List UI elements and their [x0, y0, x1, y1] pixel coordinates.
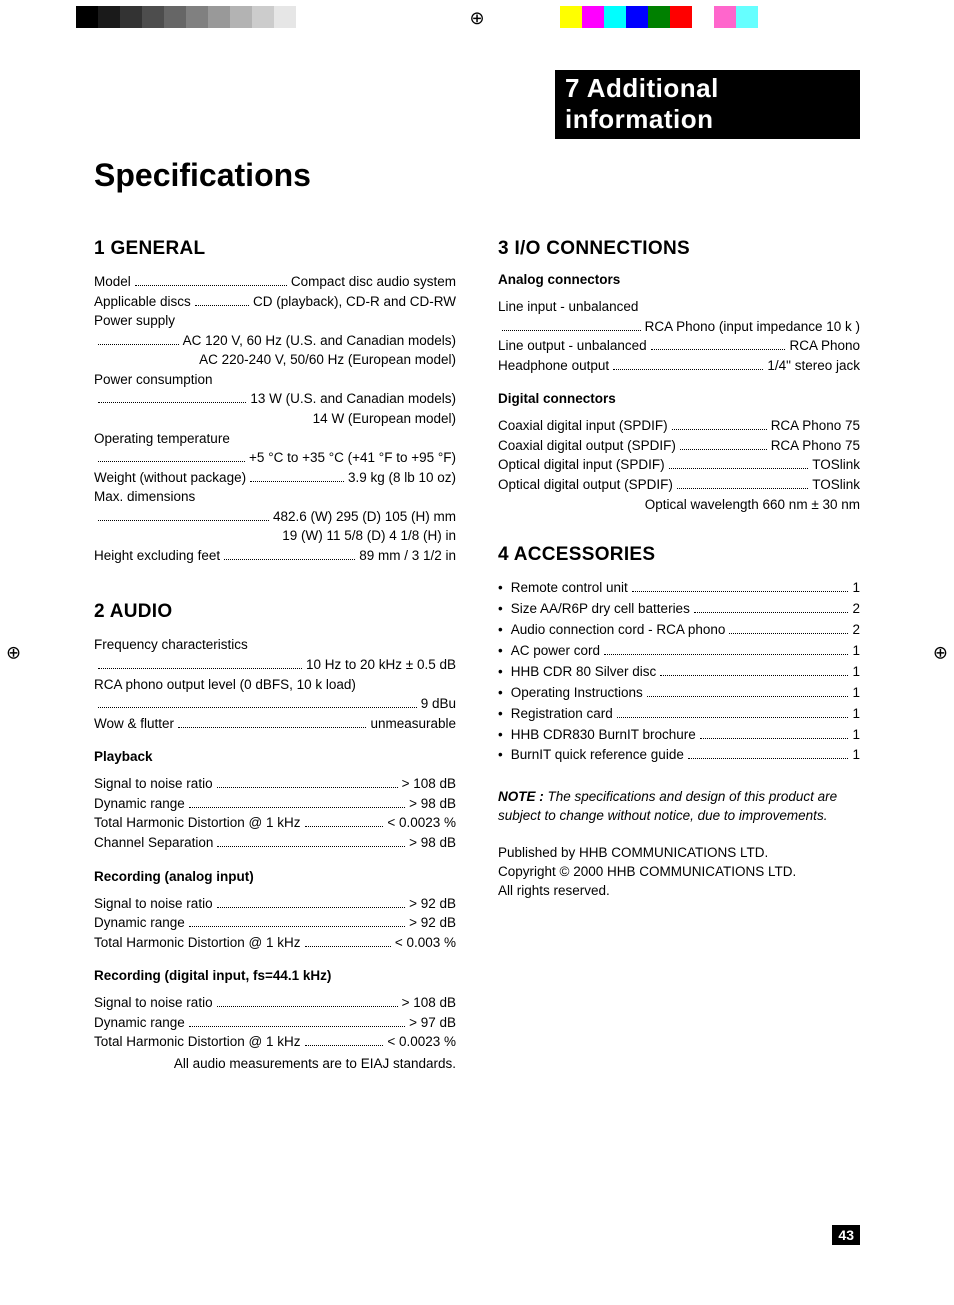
spec-row: AC 120 V, 60 Hz (U.S. and Canadian model…: [94, 331, 456, 351]
registration-mark-icon: ⊕: [933, 642, 948, 663]
note-text: The specifications and design of this pr…: [498, 789, 837, 823]
spec-label-only: Operating temperature: [94, 429, 456, 449]
spec-row: 482.6 (W) 295 (D) 105 (H) mm: [94, 507, 456, 527]
spec-row: Weight (without package)3.9 kg (8 lb 10 …: [94, 468, 456, 488]
color-swatches: [560, 6, 758, 28]
spec-row: 9 dBu: [94, 694, 456, 714]
spec-row: Total Harmonic Distortion @ 1 kHz< 0.003…: [94, 933, 456, 953]
spec-label-only: Line input - unbalanced: [498, 297, 860, 317]
spec-row: Headphone output1/4" stereo jack: [498, 356, 860, 376]
accessory-item: Remote control unit1: [498, 578, 860, 599]
accessory-item: AC power cord1: [498, 641, 860, 662]
section-io-title: 3 I/O CONNECTIONS: [498, 238, 860, 260]
page-number: 43: [832, 1225, 860, 1245]
spec-label-only: Max. dimensions: [94, 487, 456, 507]
accessory-item: HHB CDR830 BurnIT brochure1: [498, 725, 860, 746]
spec-row: Total Harmonic Distortion @ 1 kHz< 0.002…: [94, 1032, 456, 1052]
publisher-paragraph: Published by HHB COMMUNICATIONS LTD.Copy…: [498, 844, 860, 901]
registration-mark-icon: ⊕: [6, 642, 21, 663]
accessory-item: Registration card1: [498, 704, 860, 725]
audio-footnote: All audio measurements are to EIAJ stand…: [94, 1054, 456, 1074]
rec-digital-subtitle: Recording (digital input, fs=44.1 kHz): [94, 968, 456, 983]
spec-row: Signal to noise ratio> 92 dB: [94, 894, 456, 914]
spec-row: Dynamic range> 98 dB: [94, 794, 456, 814]
spec-row: Applicable discsCD (playback), CD-R and …: [94, 292, 456, 312]
digital-subtitle: Digital connectors: [498, 391, 860, 406]
general-specs: ModelCompact disc audio systemApplicable…: [94, 272, 456, 565]
rec-analog-subtitle: Recording (analog input): [94, 869, 456, 884]
spec-continuation: AC 220-240 V, 50/60 Hz (European model): [94, 350, 456, 370]
accessory-item: Size AA/R6P dry cell batteries2: [498, 599, 860, 620]
grayscale-swatches: [76, 6, 318, 28]
spec-row: Wow & flutterunmeasurable: [94, 714, 456, 734]
rec-digital-specs: Signal to noise ratio> 108 dBDynamic ran…: [94, 993, 456, 1052]
registration-mark-icon: ⊕: [469, 8, 484, 29]
rec-analog-specs: Signal to noise ratio> 92 dBDynamic rang…: [94, 894, 456, 953]
playback-subtitle: Playback: [94, 749, 456, 764]
spec-label-only: Power consumption: [94, 370, 456, 390]
spec-row: Dynamic range> 97 dB: [94, 1013, 456, 1033]
spec-row: Dynamic range> 92 dB: [94, 913, 456, 933]
accessory-item: Audio connection cord - RCA phono2: [498, 620, 860, 641]
io-digital-specs: Coaxial digital input (SPDIF)RCA Phono 7…: [498, 416, 860, 514]
spec-row: ModelCompact disc audio system: [94, 272, 456, 292]
section-general-title: 1 GENERAL: [94, 238, 456, 260]
spec-label-only: RCA phono output level (0 dBFS, 10 k loa…: [94, 675, 456, 695]
section-accessories-title: 4 ACCESSORIES: [498, 544, 860, 566]
page-content: 7 Additional information Specifications …: [94, 70, 860, 1245]
note-paragraph: NOTE : The specifications and design of …: [498, 788, 860, 826]
spec-continuation: 19 (W) 11 5/8 (D) 4 1/8 (H) in: [94, 526, 456, 546]
spec-row: RCA Phono (input impedance 10 k ): [498, 317, 860, 337]
right-column: 3 I/O CONNECTIONS Analog connectors Line…: [498, 218, 860, 1073]
spec-row: 10 Hz to 20 kHz ± 0.5 dB: [94, 655, 456, 675]
spec-row: Total Harmonic Distortion @ 1 kHz< 0.002…: [94, 813, 456, 833]
spec-row: Coaxial digital input (SPDIF)RCA Phono 7…: [498, 416, 860, 436]
spec-continuation: Optical wavelength 660 nm ± 30 nm: [498, 495, 860, 515]
page-title: Specifications: [94, 157, 860, 194]
spec-row: Optical digital output (SPDIF)TOSlink: [498, 475, 860, 495]
accessory-item: BurnIT quick reference guide1: [498, 745, 860, 766]
spec-row: Signal to noise ratio> 108 dB: [94, 993, 456, 1013]
spec-label-only: Frequency characteristics: [94, 635, 456, 655]
spec-row: +5 °C to +35 °C (+41 °F to +95 °F): [94, 448, 456, 468]
accessory-item: Operating Instructions1: [498, 683, 860, 704]
spec-row: Coaxial digital output (SPDIF)RCA Phono …: [498, 436, 860, 456]
spec-row: Optical digital input (SPDIF)TOSlink: [498, 455, 860, 475]
io-analog-specs: Line input - unbalancedRCA Phono (input …: [498, 297, 860, 375]
spec-row: 13 W (U.S. and Canadian models): [94, 389, 456, 409]
spec-row: Signal to noise ratio> 108 dB: [94, 774, 456, 794]
accessories-list: Remote control unit1Size AA/R6P dry cell…: [498, 578, 860, 766]
chapter-header: 7 Additional information: [555, 70, 860, 139]
note-label: NOTE :: [498, 789, 544, 804]
spec-label-only: Power supply: [94, 311, 456, 331]
analog-subtitle: Analog connectors: [498, 272, 860, 287]
spec-row: Line output - unbalancedRCA Phono: [498, 336, 860, 356]
section-audio-title: 2 AUDIO: [94, 601, 456, 623]
playback-specs: Signal to noise ratio> 108 dBDynamic ran…: [94, 774, 456, 852]
left-column: 1 GENERAL ModelCompact disc audio system…: [94, 218, 456, 1073]
accessory-item: HHB CDR 80 Silver disc1: [498, 662, 860, 683]
spec-row: Channel Separation> 98 dB: [94, 833, 456, 853]
spec-continuation: 14 W (European model): [94, 409, 456, 429]
audio-specs-top: Frequency characteristics10 Hz to 20 kHz…: [94, 635, 456, 733]
spec-row: Height excluding feet89 mm / 3 1/2 in: [94, 546, 456, 566]
